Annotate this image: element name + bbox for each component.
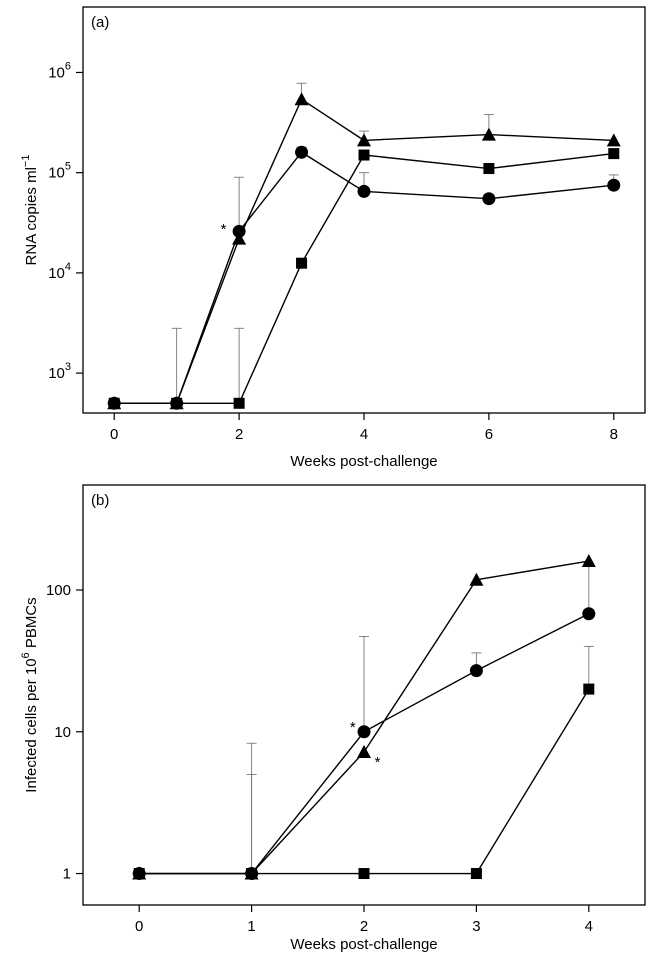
y-tick-label-exponent: 6: [65, 60, 71, 72]
circle-data-point: [357, 184, 371, 198]
circle-data-point: [607, 178, 621, 192]
y-tick-label-exponent: 5: [65, 161, 71, 173]
y-tick-label: 10: [54, 724, 71, 741]
square-data-point: [246, 868, 258, 880]
y-axis-label-superscript: 6: [20, 652, 32, 658]
square-data-point: [171, 397, 183, 409]
y-tick-label: 100: [46, 582, 71, 599]
circle-data-point: [295, 145, 309, 159]
x-axis-label: Weeks post-challenge: [290, 936, 437, 953]
circle-data-point: [232, 224, 246, 238]
x-tick-label: 2: [360, 918, 368, 935]
circle-data-point: [482, 192, 496, 206]
y-tick-label-base: 10: [48, 165, 65, 182]
circle-data-point: [469, 664, 483, 678]
triangle-data-point: [581, 554, 596, 568]
circle-data-point: [357, 725, 371, 739]
y-tick-label: 1: [63, 866, 71, 883]
square-data-point: [483, 163, 495, 175]
square-data-point: [233, 397, 245, 409]
triangle-data-point: [232, 231, 247, 245]
square-data-point: [358, 149, 370, 161]
y-axis-label-tail: PBMCs: [23, 597, 40, 652]
x-tick-label: 0: [110, 426, 118, 443]
triangle-data-point: [357, 744, 371, 758]
significance-asterisk: *: [375, 754, 381, 771]
x-tick-label: 4: [585, 918, 593, 935]
triangle-data-point: [357, 133, 371, 147]
square-data-point: [133, 868, 145, 880]
square-data-point: [358, 868, 370, 880]
y-tick-label: 106: [48, 60, 71, 81]
y-tick-label: 103: [48, 361, 71, 382]
y-tick-label: 105: [48, 161, 71, 182]
square-data-point: [108, 397, 120, 409]
x-tick-label: 3: [472, 918, 480, 935]
x-tick-label: 0: [135, 918, 143, 935]
square-data-point: [296, 257, 308, 269]
square-data-point: [583, 683, 595, 695]
y-axis-label-superscript: −1: [20, 155, 32, 168]
square-data-point: [470, 868, 482, 880]
plot-frame: [82, 6, 646, 414]
x-tick-label: 6: [485, 426, 493, 443]
x-tick-label: 2: [235, 426, 243, 443]
panel-label: (a): [91, 14, 109, 31]
significance-asterisk: *: [221, 221, 227, 238]
y-tick-label-base: 10: [48, 265, 65, 282]
y-tick-label-base: 10: [48, 64, 65, 81]
y-tick-label-base: 10: [48, 365, 65, 382]
y-tick-label: 104: [48, 261, 71, 282]
significance-asterisk: *: [350, 719, 356, 736]
x-tick-label: 4: [360, 426, 368, 443]
y-axis-label: RNA copies ml−1: [20, 155, 40, 266]
triangle-data-point: [481, 127, 496, 141]
panel-b-infected-cells-chart: (b) 0 1 2 3 4 1 10 100 Weeks post-challenge Infect…: [20, 484, 646, 953]
y-axis-label-main: RNA copies ml: [23, 167, 40, 265]
y-axis-label-main: Infected cells per 10: [23, 658, 40, 792]
y-axis-label: Infected cells per 106 PBMCs: [20, 597, 40, 792]
y-tick-label-exponent: 4: [65, 261, 71, 273]
triangle-data-point: [294, 92, 309, 106]
x-tick-label: 1: [247, 918, 255, 935]
y-tick-label-exponent: 3: [65, 361, 71, 373]
x-tick-label: 8: [610, 426, 618, 443]
circle-data-point: [582, 607, 596, 621]
triangle-data-point: [606, 133, 621, 147]
x-axis-label: Weeks post-challenge: [290, 453, 437, 470]
panel-label: (b): [91, 492, 109, 509]
triangle-data-point: [469, 572, 484, 586]
square-data-point: [608, 148, 620, 160]
